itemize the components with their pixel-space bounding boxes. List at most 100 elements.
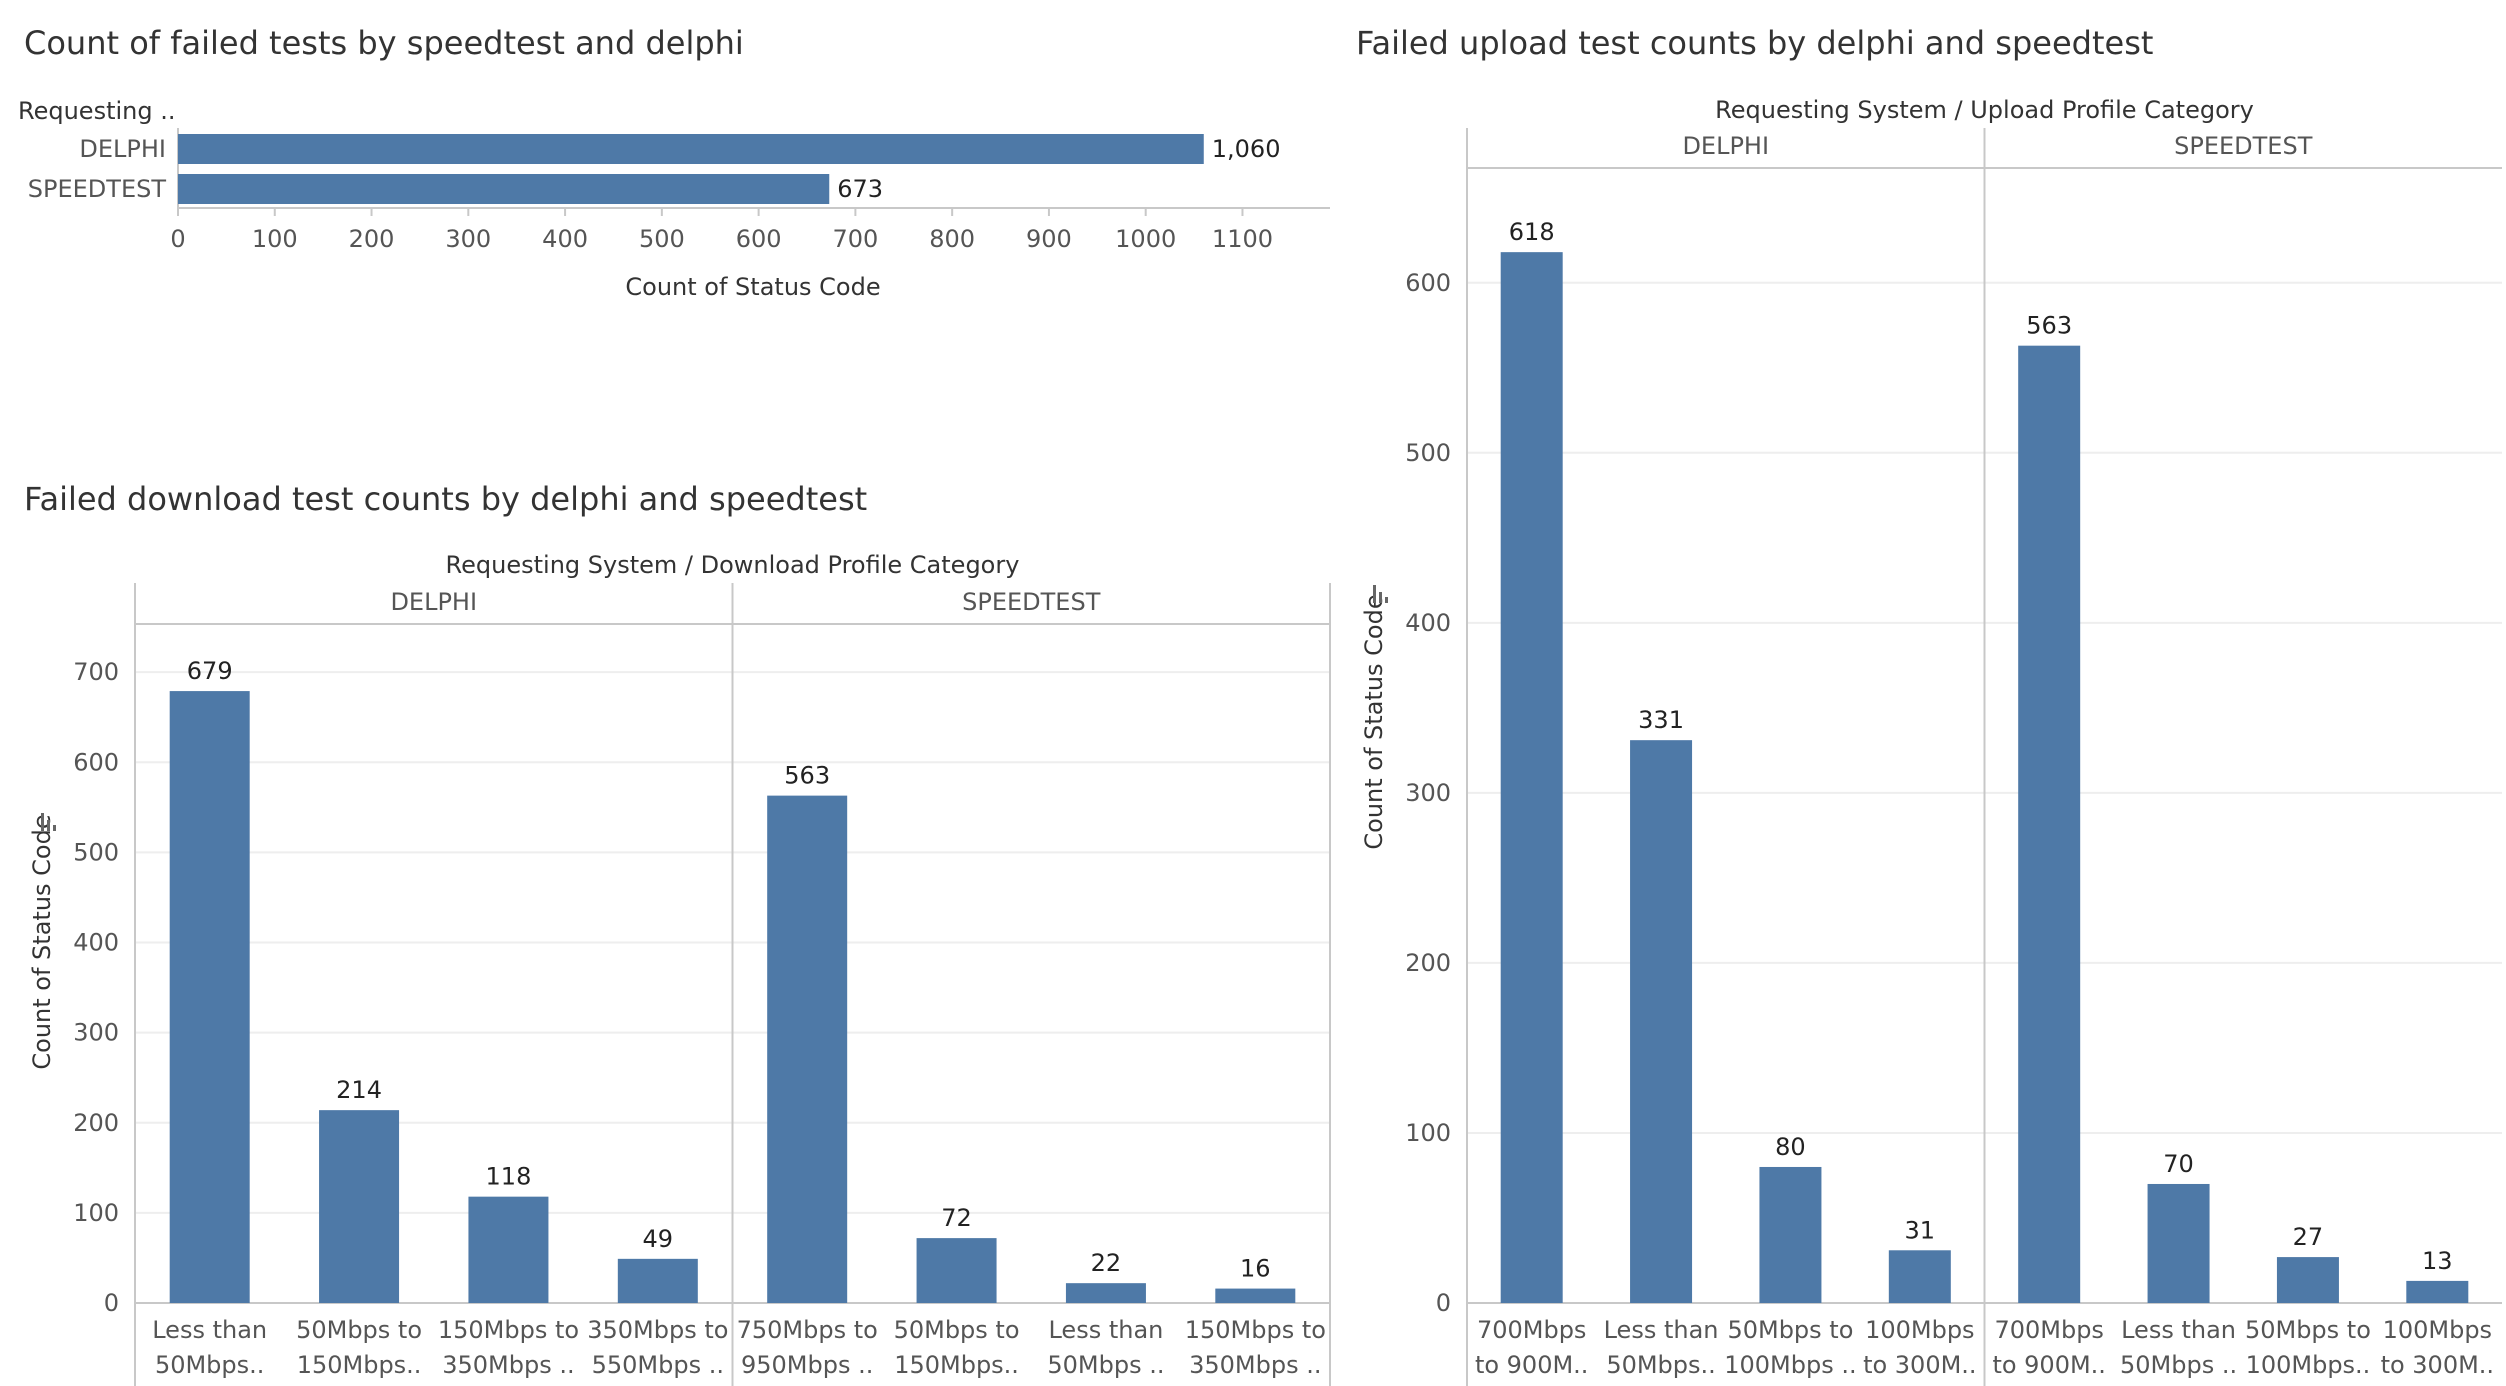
row-header: Requesting ..	[18, 97, 176, 125]
category-label: 700Mbps	[1477, 1316, 1587, 1344]
bar	[319, 1110, 400, 1303]
data-label: 563	[2026, 312, 2072, 340]
y-tick-label: 100	[1405, 1119, 1451, 1147]
category-label: 150Mbps..	[894, 1351, 1019, 1379]
sort-descending-icon	[1373, 585, 1388, 603]
data-label: 214	[336, 1076, 382, 1104]
bar	[1065, 1283, 1146, 1303]
bar	[1215, 1288, 1296, 1303]
x-tick-label: 400	[542, 225, 588, 253]
y-tick-label: 600	[1405, 269, 1451, 297]
y-tick-label: 700	[73, 658, 119, 686]
category-label: 350Mbps ..	[1189, 1351, 1321, 1379]
y-tick-label: 300	[73, 1019, 119, 1047]
data-label: 16	[1240, 1255, 1271, 1283]
bar	[617, 1258, 698, 1303]
chart-top-panel: Count of failed tests by speedtest and d…	[0, 0, 1340, 320]
bar	[1888, 1250, 1951, 1303]
y-tick-label: 400	[73, 929, 119, 957]
x-tick-label: 0	[170, 225, 185, 253]
y-tick-label: 200	[1405, 949, 1451, 977]
x-tick-label: 300	[445, 225, 491, 253]
data-label: 679	[187, 657, 233, 685]
data-label: 563	[784, 762, 830, 790]
data-label: 331	[1638, 706, 1684, 734]
y-tick-label: 600	[73, 748, 119, 776]
data-label: 80	[1775, 1133, 1806, 1161]
bar	[2018, 345, 2081, 1303]
category-label: to 300M..	[2381, 1351, 2495, 1379]
chart-top-plot: Requesting .. DELPHI 1,060 SPEEDTEST 673 0 100…	[18, 97, 1330, 301]
chart-download-plot: Requesting System / Download Profile Cat…	[28, 551, 1331, 1386]
category-label: Less than	[2121, 1316, 2236, 1344]
bar	[1759, 1166, 1822, 1303]
category-label: 50Mbps to	[2245, 1316, 2371, 1344]
data-label: 72	[941, 1204, 972, 1232]
category-label: Less than	[1048, 1316, 1163, 1344]
category-label: 550Mbps ..	[592, 1351, 724, 1379]
chart-top-title: Count of failed tests by speedtest and d…	[24, 24, 744, 62]
x-tick-label: 500	[639, 225, 685, 253]
category-label: 150Mbps to	[438, 1316, 579, 1344]
data-label: 31	[1905, 1216, 1936, 1244]
bar	[2406, 1280, 2469, 1303]
y-tick-label: 200	[73, 1109, 119, 1137]
pane-header: DELPHI	[1682, 132, 1769, 160]
pane-header: SPEEDTEST	[2174, 132, 2313, 160]
x-tick-label: 700	[832, 225, 878, 253]
data-label: 22	[1091, 1249, 1122, 1277]
x-tick-label: 600	[736, 225, 782, 253]
y-tick-label: 100	[73, 1199, 119, 1227]
bar	[916, 1238, 997, 1303]
x-tick-label: 200	[349, 225, 395, 253]
y-tick-label: 500	[73, 838, 119, 866]
category-label: DELPHI	[79, 135, 166, 163]
category-label: 50Mbps to	[1727, 1316, 1853, 1344]
bar	[2276, 1257, 2339, 1303]
bar	[468, 1196, 549, 1303]
data-label: 618	[1509, 218, 1555, 246]
category-label: 50Mbps ..	[2120, 1351, 2237, 1379]
category-label: Less than	[152, 1316, 267, 1344]
category-label: 50Mbps ..	[1047, 1351, 1164, 1379]
chart-upload-title: Failed upload test counts by delphi and …	[1356, 24, 2154, 62]
y-tick-label: 400	[1405, 609, 1451, 637]
x-tick-label: 800	[929, 225, 975, 253]
pane-header: SPEEDTEST	[962, 588, 1101, 616]
bar	[2147, 1183, 2210, 1303]
category-label: 150Mbps..	[297, 1351, 422, 1379]
y-tick-label: 300	[1405, 779, 1451, 807]
column-title: Requesting System / Download Profile Cat…	[446, 551, 1020, 579]
y-tick-label: 0	[104, 1289, 119, 1317]
x-tick-label: 900	[1026, 225, 1072, 253]
data-label: 673	[837, 175, 883, 203]
data-label: 13	[2422, 1247, 2453, 1275]
bar	[169, 691, 250, 1303]
data-label: 1,060	[1212, 135, 1281, 163]
category-label: to 900M..	[1475, 1351, 1589, 1379]
category-label: 50Mbps to	[296, 1316, 422, 1344]
bar	[767, 795, 848, 1303]
category-label: to 300M..	[1863, 1351, 1977, 1379]
y-tick-label: 500	[1405, 439, 1451, 467]
bar	[1500, 252, 1563, 1303]
bar	[178, 134, 1204, 164]
data-label: 70	[2163, 1150, 2194, 1178]
y-axis-title: Count of Status Code	[28, 814, 56, 1069]
category-label: 100Mbps	[2383, 1316, 2493, 1344]
category-label: 350Mbps ..	[442, 1351, 574, 1379]
x-axis-title: Count of Status Code	[625, 273, 880, 301]
pane-header: DELPHI	[390, 588, 477, 616]
category-label: 350Mbps to	[587, 1316, 728, 1344]
category-label: 50Mbps to	[894, 1316, 1020, 1344]
chart-download-panel: Failed download test counts by delphi an…	[24, 480, 1331, 1386]
category-label: 50Mbps..	[155, 1351, 264, 1379]
bar	[1630, 740, 1693, 1303]
x-tick-label: 1100	[1212, 225, 1273, 253]
bar	[178, 174, 830, 204]
x-tick-label: 100	[252, 225, 298, 253]
category-label: 150Mbps to	[1185, 1316, 1326, 1344]
column-title: Requesting System / Upload Profile Categ…	[1715, 96, 2254, 124]
y-tick-label: 0	[1436, 1289, 1451, 1317]
